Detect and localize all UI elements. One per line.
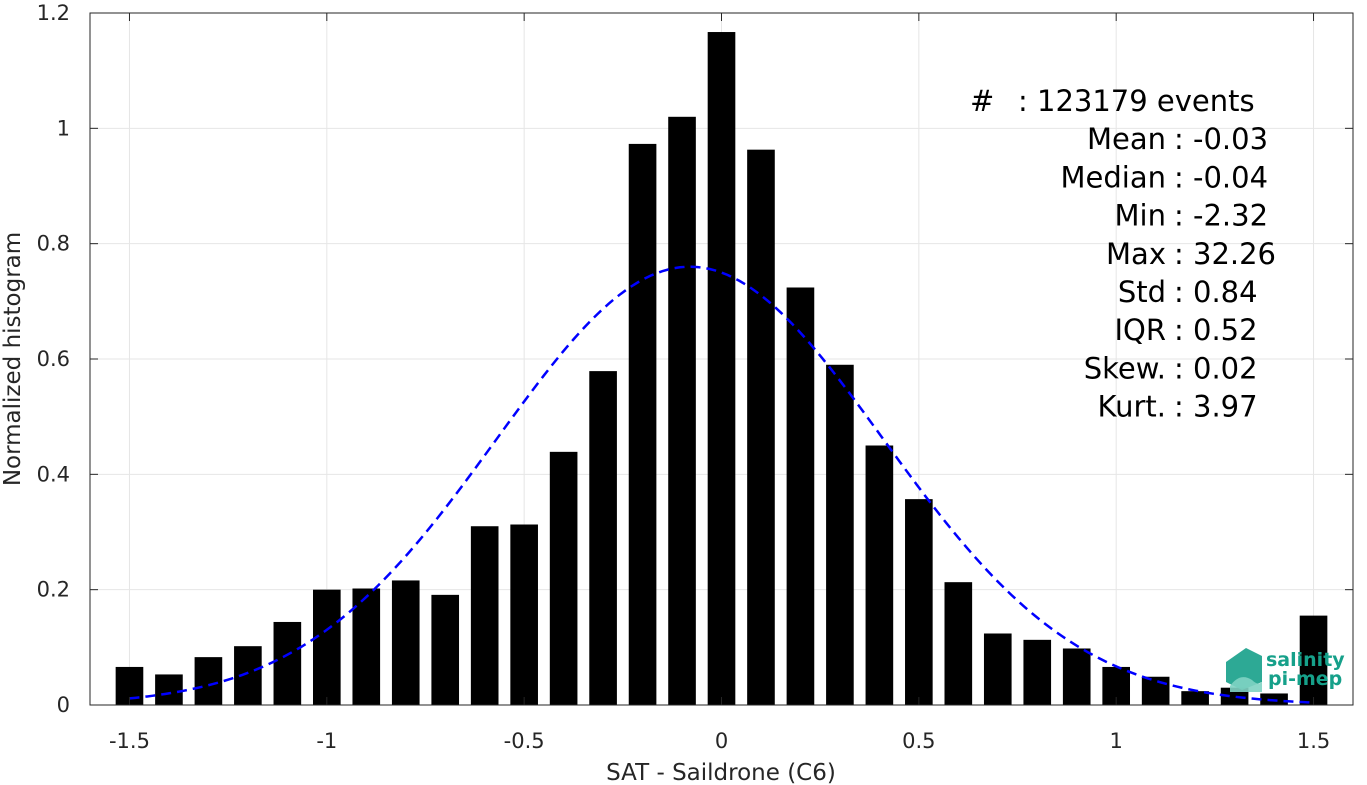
histogram-bar bbox=[510, 524, 538, 705]
logo-line1: salinity bbox=[1266, 649, 1345, 671]
x-axis-label: SAT - Saildrone (C6) bbox=[606, 760, 836, 785]
histogram-bar bbox=[391, 580, 420, 705]
y-tick-label: 1.2 bbox=[37, 1, 70, 25]
stat-label: Std bbox=[1118, 275, 1166, 309]
stat-value: : 0.52 bbox=[1174, 313, 1258, 347]
x-tick-label: 0 bbox=[715, 729, 728, 753]
stat-line: Std: 0.84 bbox=[1118, 275, 1258, 309]
stat-line: Kurt.: 3.97 bbox=[1098, 390, 1258, 424]
stat-value: : 0.84 bbox=[1174, 275, 1258, 309]
stat-label: Min bbox=[1115, 199, 1166, 233]
histogram-bar bbox=[470, 526, 499, 705]
histogram-bar bbox=[234, 646, 262, 705]
stat-value: : -2.32 bbox=[1174, 199, 1268, 233]
stat-value: : -0.03 bbox=[1174, 122, 1268, 156]
x-axis-ticks: -1.5 -1 -0.5 0 0.5 1 1.5 bbox=[109, 13, 1330, 753]
histogram-bar bbox=[983, 633, 1012, 705]
stat-label: # bbox=[970, 84, 994, 118]
histogram-bar bbox=[905, 499, 933, 705]
x-tick-label: 1 bbox=[1110, 729, 1123, 753]
stat-label: Kurt. bbox=[1098, 390, 1166, 424]
stat-value: : 3.97 bbox=[1174, 390, 1258, 424]
histogram-bar bbox=[1141, 676, 1170, 705]
stat-line: Mean: -0.03 bbox=[1087, 122, 1268, 156]
histogram-bar bbox=[1299, 615, 1328, 705]
stat-value: : -0.04 bbox=[1174, 160, 1268, 194]
stat-line: IQR: 0.52 bbox=[1114, 313, 1257, 347]
histogram-bar bbox=[786, 287, 815, 705]
histogram-bar bbox=[273, 621, 302, 705]
x-tick-label: 0.5 bbox=[902, 729, 935, 753]
histogram-bar bbox=[312, 589, 341, 705]
stat-line: # : 123179 events bbox=[970, 84, 1255, 118]
histogram-bar bbox=[1220, 687, 1249, 705]
histogram-bar bbox=[352, 588, 381, 705]
histogram-bars bbox=[115, 32, 1328, 706]
stat-value: : 123179 events bbox=[1018, 84, 1255, 118]
y-tick-label: 1 bbox=[57, 116, 70, 140]
stat-line: Min: -2.32 bbox=[1115, 199, 1269, 233]
y-tick-label: 0.2 bbox=[37, 578, 70, 602]
histogram-bar bbox=[1023, 639, 1052, 705]
y-tick-label: 0.4 bbox=[37, 462, 70, 486]
y-axis-ticks: 0 0.2 0.4 0.6 0.8 1 1.2 bbox=[37, 1, 1353, 717]
stat-line: Skew.: 0.02 bbox=[1084, 351, 1258, 385]
stat-value: : 32.26 bbox=[1174, 237, 1276, 271]
histogram-bar bbox=[826, 364, 854, 705]
x-tick-label: -1.5 bbox=[109, 729, 150, 753]
logo-line2: pi-mep bbox=[1268, 668, 1342, 690]
histogram-bar bbox=[549, 451, 578, 705]
histogram-bar bbox=[707, 32, 736, 705]
histogram-bar bbox=[194, 657, 223, 705]
stat-line: Median: -0.04 bbox=[1061, 160, 1269, 194]
histogram-bar bbox=[1181, 691, 1209, 705]
histogram-bar bbox=[431, 594, 460, 705]
histogram-bar bbox=[747, 149, 775, 706]
stat-label: Mean bbox=[1087, 122, 1166, 156]
stat-label: Max bbox=[1106, 237, 1166, 271]
stat-line: Max: 32.26 bbox=[1106, 237, 1276, 271]
logo-icon bbox=[1226, 648, 1262, 692]
gaussian-fit-curve bbox=[129, 265, 1314, 704]
salinity-pimep-logo: salinity pi-mep bbox=[1226, 648, 1345, 692]
histogram-bar bbox=[628, 143, 657, 706]
stat-label: Skew. bbox=[1084, 351, 1166, 385]
x-tick-label: -1 bbox=[316, 729, 337, 753]
stat-value: : 0.02 bbox=[1174, 351, 1258, 385]
stat-label: IQR bbox=[1114, 313, 1166, 347]
histogram-bar bbox=[155, 674, 183, 705]
histogram-bar bbox=[589, 371, 617, 705]
histogram-bar bbox=[1062, 648, 1091, 705]
histogram-bar bbox=[944, 582, 973, 705]
y-tick-label: 0 bbox=[57, 693, 70, 717]
histogram-bar bbox=[865, 445, 894, 705]
y-axis-label: Normalized histogram bbox=[0, 232, 26, 486]
y-tick-label: 0.6 bbox=[37, 347, 70, 371]
x-tick-label: 1.5 bbox=[1297, 729, 1330, 753]
stat-label: Median bbox=[1061, 160, 1166, 194]
histogram-bar bbox=[668, 116, 696, 706]
y-tick-label: 0.8 bbox=[37, 232, 70, 256]
x-tick-label: -0.5 bbox=[504, 729, 545, 753]
